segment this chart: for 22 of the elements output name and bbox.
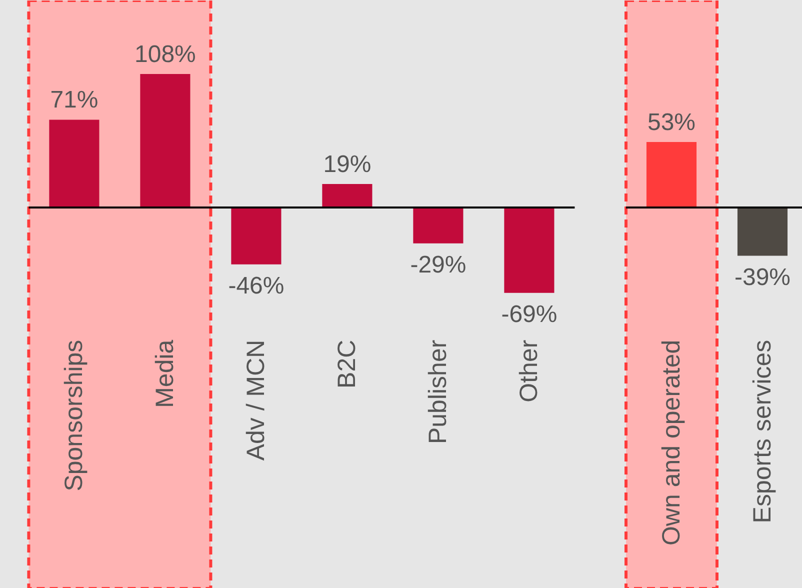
bar (504, 208, 554, 293)
x-tick-label: Publisher (424, 340, 452, 444)
x-tick-label: B2C (333, 340, 362, 388)
bar (322, 184, 372, 208)
x-tick-label: Esports services (748, 340, 776, 524)
data-label: 108% (134, 40, 196, 68)
x-tick-label: Sponsorships (60, 340, 88, 492)
data-label: 71% (50, 86, 98, 114)
x-tick-label: Other (515, 340, 544, 402)
bar (413, 208, 464, 244)
data-label: -69% (501, 300, 558, 328)
bar (231, 208, 282, 264)
bar (140, 74, 190, 208)
data-label: -29% (410, 251, 466, 278)
x-tick-label: Own and operated (658, 340, 686, 546)
x-tick-label: Adv / MCN (242, 340, 270, 461)
data-label: 53% (647, 108, 696, 136)
data-label: -46% (228, 272, 284, 300)
x-tick-label: Media (151, 340, 180, 408)
data-label: 19% (323, 151, 372, 178)
bar (49, 120, 100, 208)
data-label: -39% (734, 264, 791, 291)
